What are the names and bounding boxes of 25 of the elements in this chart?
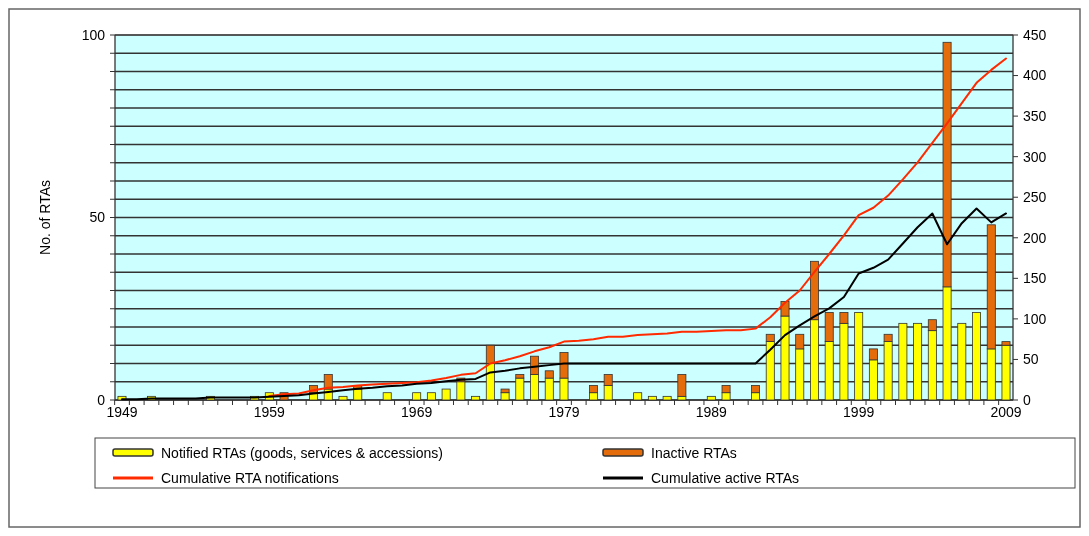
y2-tick-label: 200: [1023, 229, 1047, 246]
y2-tick-label: 400: [1023, 67, 1047, 84]
x-tick-label: 1959: [253, 404, 286, 420]
legend-label: Inactive RTAs: [651, 445, 737, 461]
x-tick-label: 1989: [695, 404, 728, 420]
y-tick-label: 50: [89, 209, 106, 226]
y-axis-title: No. of RTAs: [37, 180, 53, 255]
y2-tick-label: 450: [1023, 26, 1047, 43]
y2-tick-label: 300: [1023, 148, 1047, 165]
x-tick-label: 1999: [843, 404, 875, 420]
y2-tick-label: 350: [1023, 108, 1047, 125]
x-tick-label: 1969: [401, 404, 433, 420]
legend-label: Notified RTAs (goods, services & accessions): [161, 445, 443, 461]
x-tick-label: 2009: [990, 404, 1022, 420]
y2-tick-label: 0: [1023, 391, 1031, 408]
y2-tick-label: 250: [1023, 189, 1047, 206]
y2-tick-label: 50: [1023, 351, 1039, 368]
y-tick-label: 0: [97, 391, 106, 408]
x-tick-label: 1979: [548, 404, 580, 420]
y2-tick-label: 100: [1023, 310, 1047, 327]
y2-tick-label: 150: [1023, 270, 1047, 287]
x-tick-label: 1949: [106, 404, 138, 420]
y-tick-label: 100: [81, 26, 106, 43]
legend-label: Cumulative RTA notifications: [161, 470, 339, 486]
legend-label: Cumulative active RTAs: [651, 470, 800, 486]
